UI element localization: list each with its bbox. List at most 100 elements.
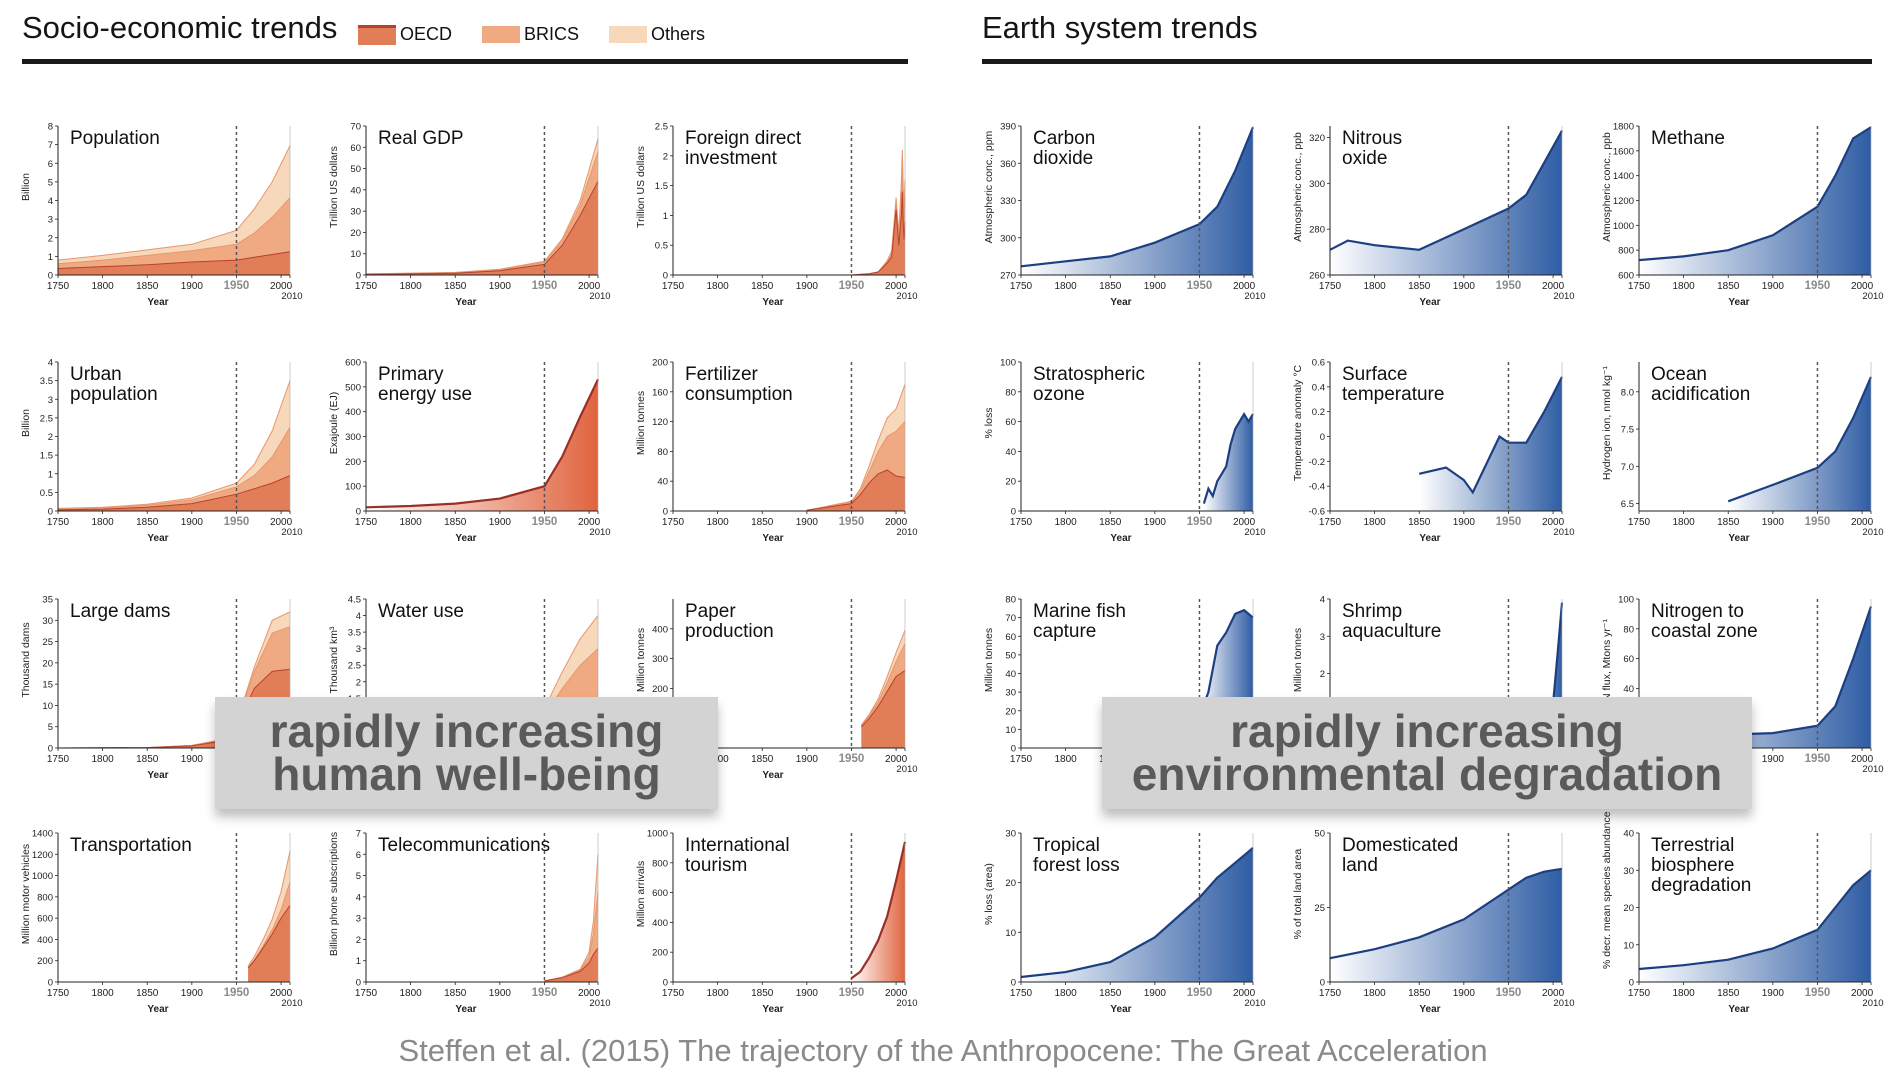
x-tick-end-label: 2010 [1244,291,1265,302]
y-tick-label: 160 [652,387,668,398]
x-tick-label: 1750 [1010,988,1033,999]
y-tick-label: 100 [1618,595,1634,606]
x-tick-label: 1800 [1363,281,1386,292]
x-tick-label: 1950 [532,987,558,999]
y-tick-label: 1.5 [40,451,53,462]
y-tick-label: 0 [1011,978,1016,989]
y-tick-label: 10 [42,701,53,712]
y-tick-label: 60 [350,143,361,154]
y-tick-label: 0 [1629,978,1634,989]
y-tick-label: 280 [1309,225,1325,236]
y-tick-label: 50 [350,164,361,175]
y-tick-label: 70 [1005,613,1016,624]
x-tick-label: 1750 [1628,517,1651,528]
x-axis-label: Year [1419,297,1440,308]
y-tick-label: 40 [1005,447,1016,458]
y-tick-label: 320 [1309,133,1325,144]
series-brics-area [58,197,290,269]
legend-oecd: OECD [358,24,452,45]
y-tick-label: 0.5 [655,241,668,252]
y-tick-label: -0.4 [1309,482,1325,493]
y-tick-label: 15 [42,680,53,691]
chart-telecom: 0 1 2 3 4 5 6 7 1750 1800 1850 1900 1950 2000 2010 Year… [328,824,611,1024]
y-tick-label: 800 [1618,246,1634,257]
chart-title: Carbon dioxide [1033,128,1096,169]
x-axis-label: Year [762,297,783,308]
y-tick-label: 330 [1000,196,1016,207]
x-tick-label: 1750 [662,517,685,528]
series-oecd-area [248,905,290,982]
chart-title: Surface temperature [1342,364,1445,405]
y-tick-label: 4.5 [348,595,361,606]
series-area [1728,376,1871,511]
series-area [1021,127,1253,275]
x-tick-end-label: 2010 [1244,527,1265,538]
x-axis-label: Year [455,533,476,544]
x-tick-label: 1850 [1099,517,1122,528]
y-tick-label: 2 [48,233,53,244]
y-tick-label: 360 [1000,159,1016,170]
chart-co2-svg: 270 300 330 360 390 1750 1800 1850 1900 1950 20002… [1000,122,1265,309]
right-title-rule [982,59,1872,64]
x-axis-label: Year [147,1004,168,1015]
series-oecd-edge [860,670,906,728]
x-tick-label: 1900 [796,988,819,999]
x-axis-label: Year [1419,533,1440,544]
x-tick-label: 2000 [270,281,293,292]
x-tick-label: 1750 [47,754,70,765]
y-tick-label: 0 [663,978,668,989]
x-tick-label: 2000 [578,988,601,999]
x-tick-end-label: 2010 [589,998,610,1009]
x-tick-label: 1950 [1805,753,1831,765]
series-brics-area [58,427,290,510]
x-tick-label: 1800 [91,988,114,999]
series-line [1020,126,1255,268]
series-area [366,379,598,511]
x-tick-label: 1800 [1054,281,1077,292]
chart-title: Urban population [70,364,158,405]
x-tick-end-label: 2010 [1553,291,1574,302]
y-tick-label: 0 [1320,978,1325,989]
x-tick-label: 1800 [1672,281,1695,292]
series-area [1330,130,1562,275]
x-tick-label: 1850 [1717,281,1740,292]
y-tick-label: 80 [1623,624,1634,635]
y-axis-label: Atmospheric conc., ppb [1292,132,1304,242]
chart-terrestrial-bio: 0 10 20 30 40 1750 1800 1850 1900 1950 2000 2010 Yea… [1601,811,1884,1024]
y-tick-label: 100 [345,482,361,493]
x-tick-label: 2000 [1851,988,1874,999]
series-line [365,378,599,509]
x-tick-label: 2000 [578,517,601,528]
x-axis-label: Year [762,533,783,544]
y-tick-label: 400 [652,918,668,929]
y-tick-label: 70 [350,122,361,133]
x-tick-label: 1900 [796,281,819,292]
y-axis-label: Million arrivals [635,860,647,928]
y-axis-label: Exajoule (EJ) [328,391,340,455]
y-tick-label: 2 [48,432,53,443]
x-tick-label: 2000 [1542,517,1565,528]
chart-title: Methane [1651,128,1725,149]
y-tick-label: 40 [1005,669,1016,680]
y-axis-label: Billion [20,173,32,202]
y-tick-label: 1600 [1613,146,1634,157]
x-axis-label: Year [1110,297,1131,308]
x-tick-label: 1800 [1363,988,1386,999]
y-axis-label: Billion [20,409,32,438]
x-tick-label: 1850 [444,281,467,292]
series-others-edge [247,850,291,967]
x-tick-label: 2000 [270,988,293,999]
y-tick-label: 300 [1309,179,1325,190]
x-tick-end-label: 2010 [1862,291,1883,302]
y-tick-label: 260 [1309,271,1325,282]
y-axis-label: Trillion US dollars [635,146,647,228]
series-line [1202,411,1254,504]
chart-real-gdp: 0 10 20 30 40 50 60 70 1750 1800 1850 1900 1950 2000 2… [328,117,611,317]
series-oecd-edge [57,251,291,269]
x-tick-label: 1900 [181,754,204,765]
y-axis-label: Hydrogen ion, nmol kg⁻¹ [1601,365,1613,481]
y-tick-label: 1000 [647,829,668,840]
legend-brics: BRICS [482,24,579,45]
y-tick-label: 20 [1005,706,1016,717]
